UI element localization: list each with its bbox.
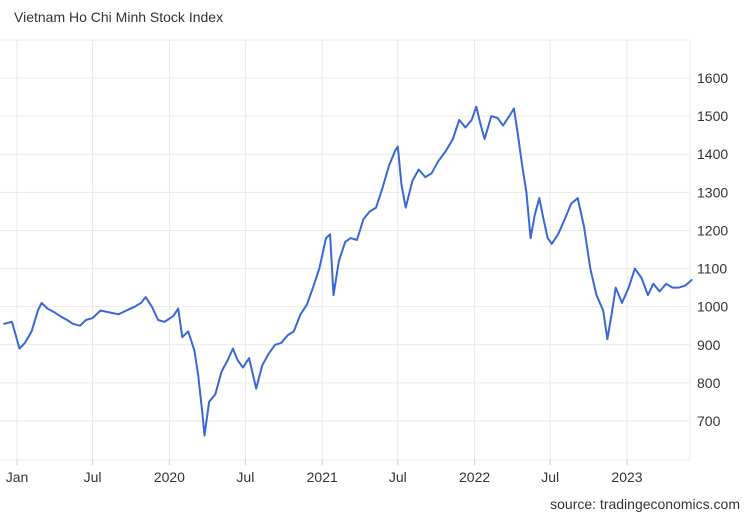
- y-tick-label: 1400: [697, 146, 728, 162]
- x-tick-label: Jul: [541, 469, 559, 485]
- axes: 700 800 900 1000 1100 1200 1300 1400 1500 1600 Jan…: [6, 70, 729, 485]
- x-tick-label: 2020: [154, 469, 185, 485]
- y-tick-label: 1000: [697, 299, 728, 315]
- series-line: [3, 105, 693, 437]
- y-tick-label: 1200: [697, 222, 728, 238]
- x-tick-label: Jul: [389, 469, 407, 485]
- series-layer: [3, 105, 693, 437]
- y-tick-label: 1300: [697, 184, 728, 200]
- chart-title: Vietnam Ho Chi Minh Stock Index: [14, 9, 224, 25]
- x-tick-label: Jul: [236, 469, 254, 485]
- x-tick-label: Jan: [6, 469, 29, 485]
- x-tick-label: 2021: [307, 469, 338, 485]
- y-tick-label: 1500: [697, 108, 728, 124]
- y-tick-label: 1100: [697, 261, 727, 277]
- x-tick-label: 2022: [459, 469, 490, 485]
- y-tick-label: 900: [697, 337, 721, 353]
- y-tick-label: 800: [697, 375, 721, 391]
- y-tick-label: 700: [697, 413, 721, 429]
- grid: [0, 39, 691, 461]
- source-note: source: tradingeconomics.com: [550, 496, 740, 512]
- y-tick-label: 1600: [697, 70, 728, 86]
- x-tick-label: 2023: [611, 469, 642, 485]
- x-tick-label: Jul: [84, 469, 102, 485]
